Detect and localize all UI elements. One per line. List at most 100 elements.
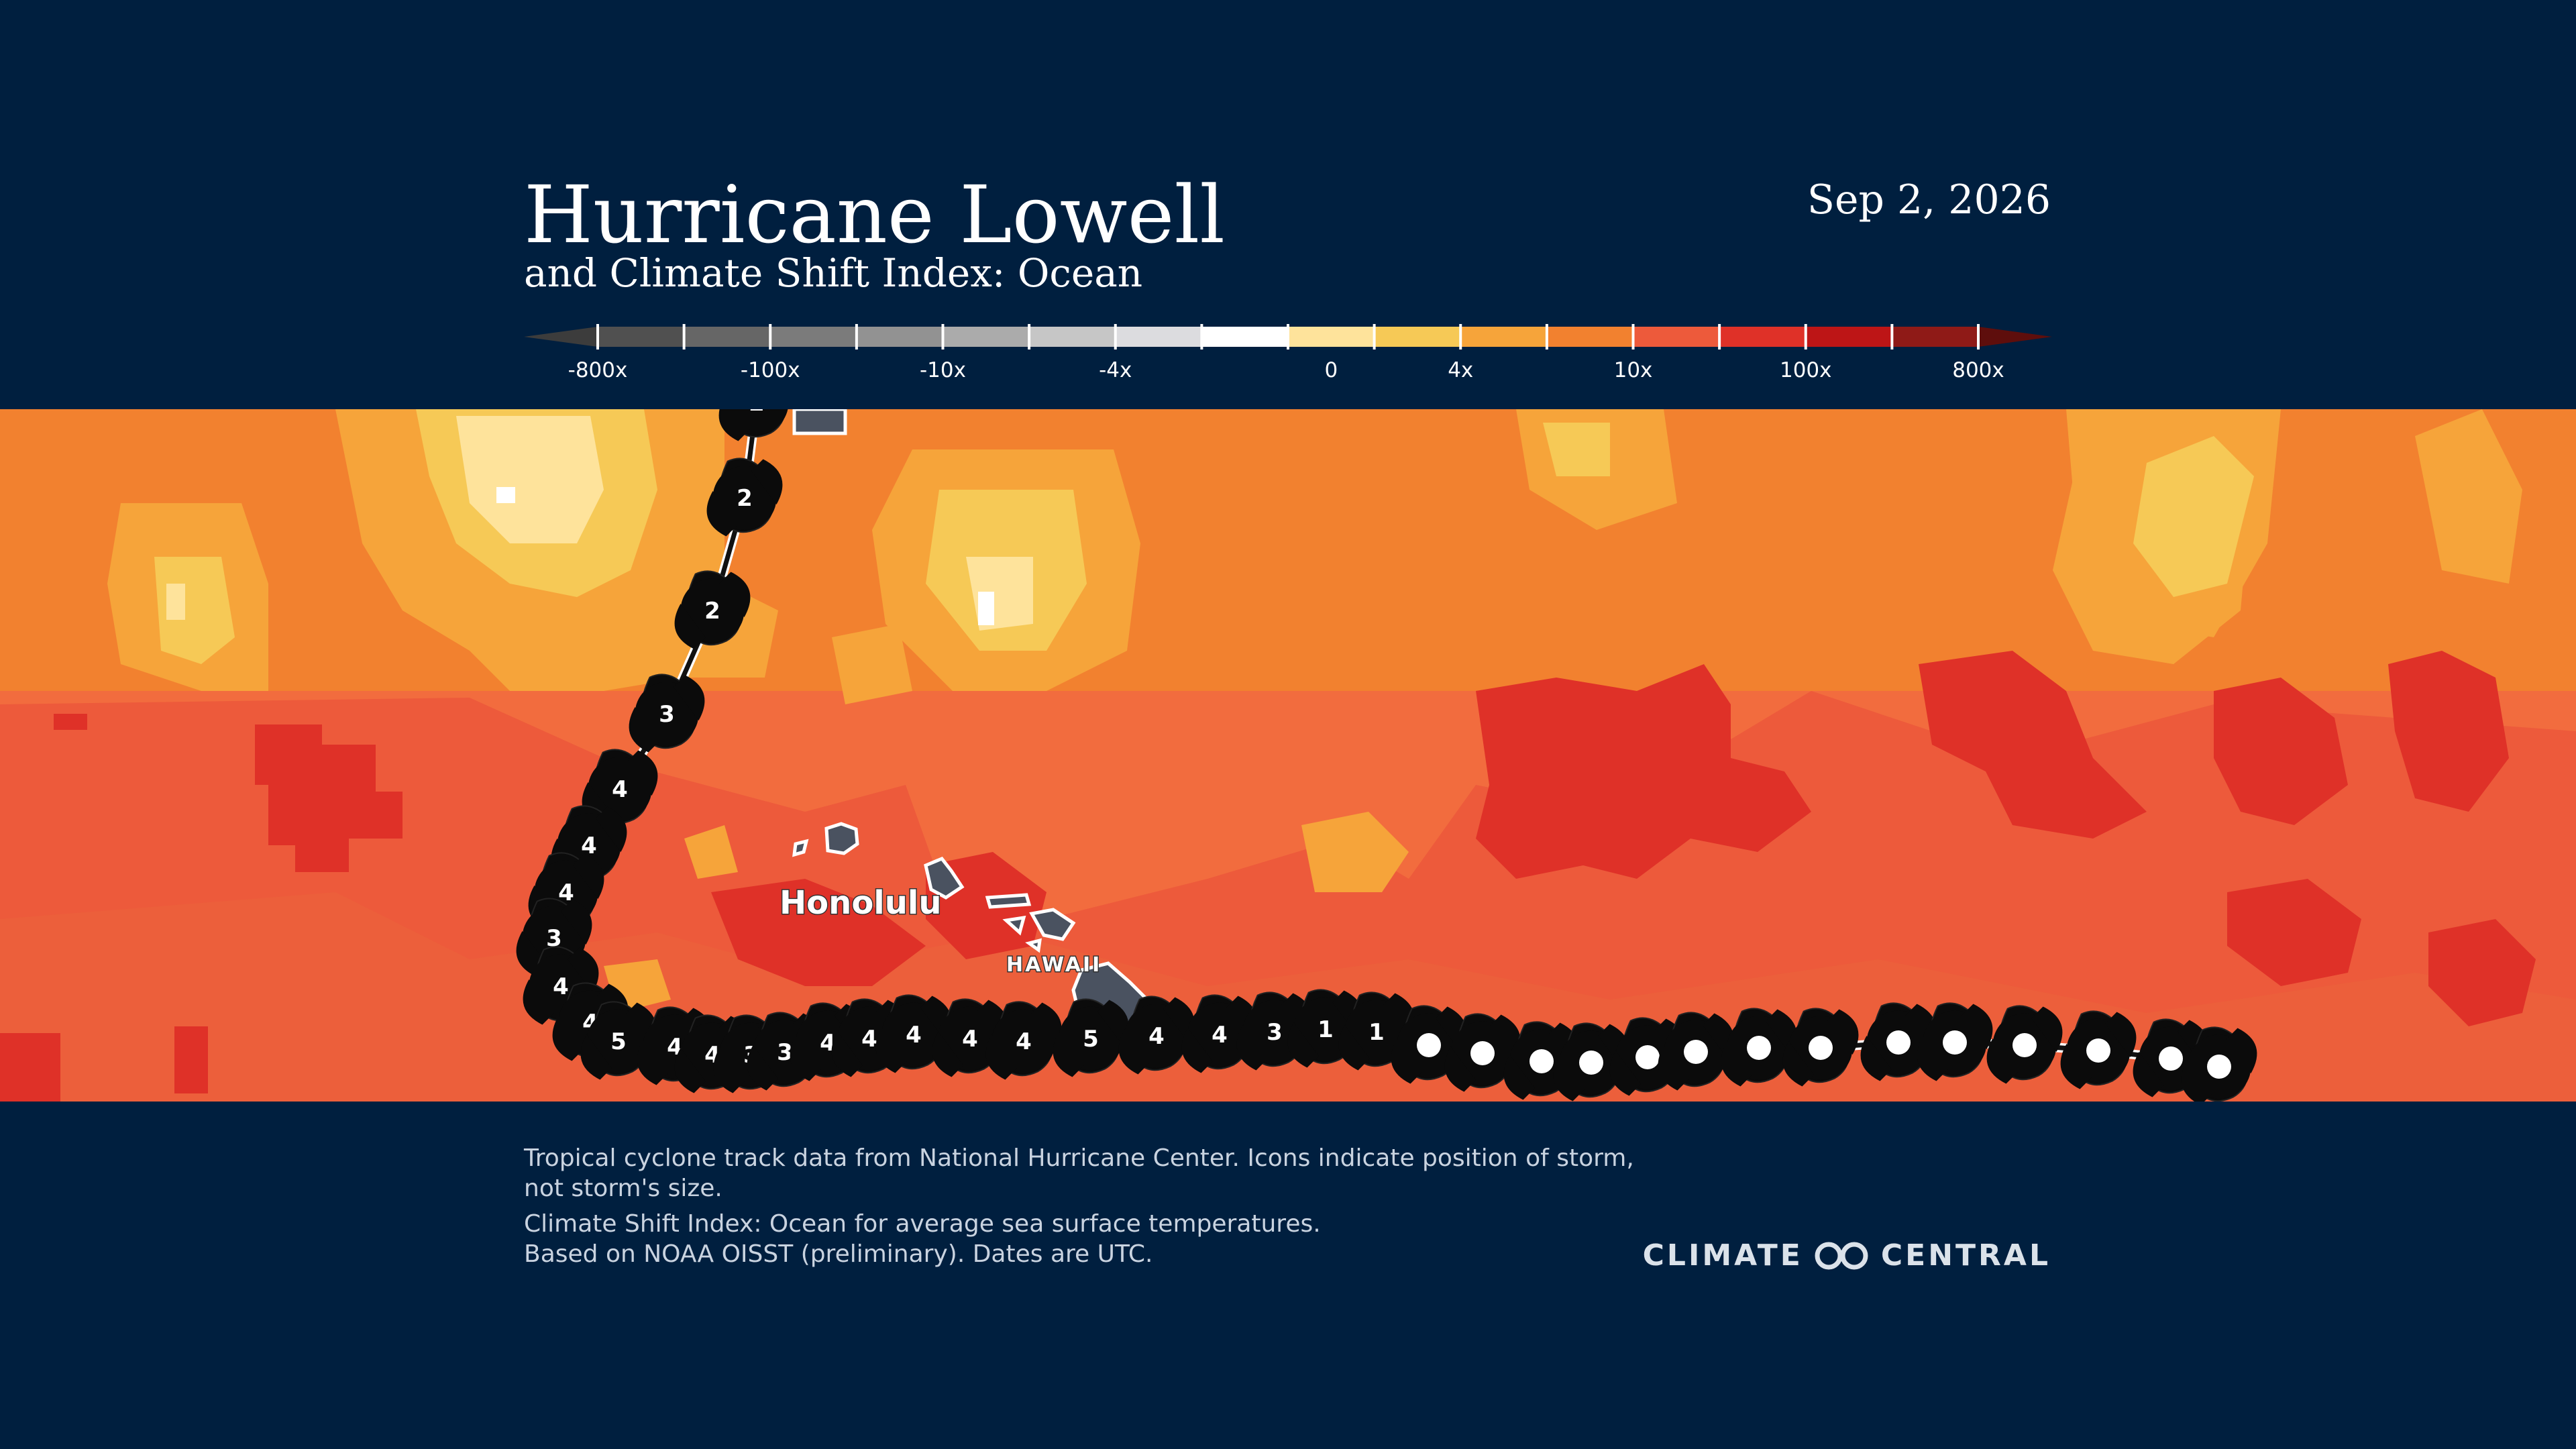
legend-label: 10x <box>1614 358 1653 382</box>
storm-position-icon: 1 <box>1338 991 1415 1071</box>
legend-swatch <box>1374 327 1461 347</box>
storm-position-icon <box>1917 1002 1993 1081</box>
note-track-source: Tropical cyclone track data from Nationa… <box>524 1144 1634 1202</box>
legend-swatch <box>1633 327 1720 347</box>
sst-max-cell <box>496 487 515 503</box>
legend-arrow-left <box>524 327 598 347</box>
storm-eye-icon <box>1635 1045 1660 1069</box>
legend-swatch <box>1546 327 1633 347</box>
island-lanai <box>1002 915 1026 936</box>
storm-category-label: 1 <box>1368 1019 1385 1046</box>
storm-category-label: 4 <box>1212 1022 1228 1049</box>
sst-hot-patch <box>2214 678 2348 825</box>
storm-category-label: 2 <box>704 598 720 625</box>
storm-position-icon: 2 <box>706 458 783 537</box>
sst-very-warm-zone <box>1543 423 1610 476</box>
map-date: Sep 2, 2026 <box>1807 176 2051 223</box>
sst-hot-patch <box>2227 879 2361 986</box>
island-niihau <box>792 839 809 857</box>
storm-position-icon <box>1721 1008 1797 1087</box>
storm-position-icon: 5 <box>580 1001 657 1080</box>
storm-category-label: 4 <box>906 1022 922 1049</box>
island-molokai <box>985 893 1032 909</box>
legend-label: 800x <box>1952 358 2004 382</box>
legend-swatch <box>598 327 685 347</box>
storm-category-label: 5 <box>1083 1026 1099 1053</box>
storm-eye-icon <box>1809 1036 1833 1060</box>
storm-position-icon <box>1391 1005 1467 1084</box>
legend-label: -10x <box>920 358 966 382</box>
color-legend: -800x -100x -10x -4x 0 4x 10x 100x 800x <box>524 324 2052 382</box>
storm-eye-icon <box>1579 1051 1603 1075</box>
sst-hot-patch <box>255 724 402 872</box>
sst-anomaly-layer <box>0 409 2576 1102</box>
note-csi: Climate Shift Index: Ocean for average s… <box>524 1210 1321 1238</box>
storm-eye-icon <box>1943 1030 1967 1055</box>
island-kahoolawe <box>1025 938 1042 953</box>
legend-swatch <box>1892 327 1979 347</box>
legend-label: 4x <box>1448 358 1473 382</box>
sst-hot-patch <box>1476 664 1811 879</box>
sst-hot-patch <box>711 879 926 986</box>
hurricane-track: 22234443445443344444544311 <box>516 409 2257 1102</box>
storm-category-label: 4 <box>558 879 574 906</box>
sst-warm-zone <box>832 624 912 704</box>
legend-label: -4x <box>1099 358 1132 382</box>
storm-title: Hurricane Lowell <box>524 168 1225 261</box>
sst-warm-zone <box>684 825 738 879</box>
sst-hot-patch <box>0 1033 60 1102</box>
legend-swatch <box>684 327 771 347</box>
legend-swatch <box>1029 327 1116 347</box>
storm-category-label: 4 <box>962 1026 978 1053</box>
storm-category-label: 4 <box>612 776 628 803</box>
source-notes: Tropical cyclone track data from Nationa… <box>524 1143 1664 1275</box>
storm-category-label: 4 <box>861 1026 877 1053</box>
storm-eye-icon <box>1747 1036 1771 1060</box>
sst-warm-zone <box>1301 812 1409 892</box>
legend-arrow-right <box>1978 327 2052 347</box>
label-honolulu: Honolulu <box>780 884 942 922</box>
map-canvas: 22234443445443344444544311 Honolulu HAWA… <box>0 409 2576 1102</box>
sst-hot-patch <box>174 1026 208 1093</box>
note-data-source: Based on NOAA OISST (preliminary). Dates… <box>524 1240 1153 1268</box>
storm-position-icon: 5 <box>1053 998 1129 1077</box>
island-kauai <box>824 822 859 855</box>
legend-label: -100x <box>741 358 800 382</box>
storm-category-label: 2 <box>749 409 765 417</box>
storm-eye-icon <box>1886 1030 1911 1055</box>
storm-position-icon <box>1986 1005 2063 1084</box>
legend-swatch <box>1115 327 1202 347</box>
storm-eye-icon <box>2207 1055 2231 1079</box>
sst-hot-patch <box>1919 651 2147 839</box>
legend-swatch <box>856 327 943 347</box>
storm-eye-icon <box>1529 1049 1554 1073</box>
storm-position-icon: 4 <box>582 749 658 828</box>
storm-category-label: 1 <box>1318 1016 1334 1043</box>
storm-eye-icon <box>2159 1046 2183 1071</box>
storm-category-label: 4 <box>1016 1028 1032 1055</box>
legend-label: -800x <box>568 358 628 382</box>
storm-position-icon: 4 <box>985 1001 1062 1080</box>
storm-position-icon: 3 <box>629 674 705 753</box>
island-maui <box>1029 908 1076 941</box>
storm-eye-icon <box>1684 1040 1708 1064</box>
legend-swatch <box>1805 327 1892 347</box>
storm-eye-icon <box>2012 1033 2037 1057</box>
legend-swatch <box>943 327 1030 347</box>
storm-category-label: 2 <box>737 485 753 512</box>
storm-position-icon: 2 <box>674 570 751 649</box>
sst-peak-zone <box>456 416 604 543</box>
storm-category-label: 3 <box>546 925 562 952</box>
storm-category-label: 3 <box>1267 1019 1283 1046</box>
legend-label: 0 <box>1324 358 1338 382</box>
legend-swatch <box>1460 327 1548 347</box>
storm-eye-icon <box>1470 1041 1495 1065</box>
map-subtitle: and Climate Shift Index: Ocean <box>524 250 1143 296</box>
storm-position-icon <box>2060 1010 2137 1089</box>
storm-position-icon <box>2181 1026 2257 1102</box>
sst-hot-patch <box>54 714 87 730</box>
island-nihoa <box>792 409 847 435</box>
storm-position-icon: 2 <box>718 409 788 441</box>
storm-eye-icon <box>2086 1038 2110 1063</box>
storm-category-label: 4 <box>553 973 569 1000</box>
